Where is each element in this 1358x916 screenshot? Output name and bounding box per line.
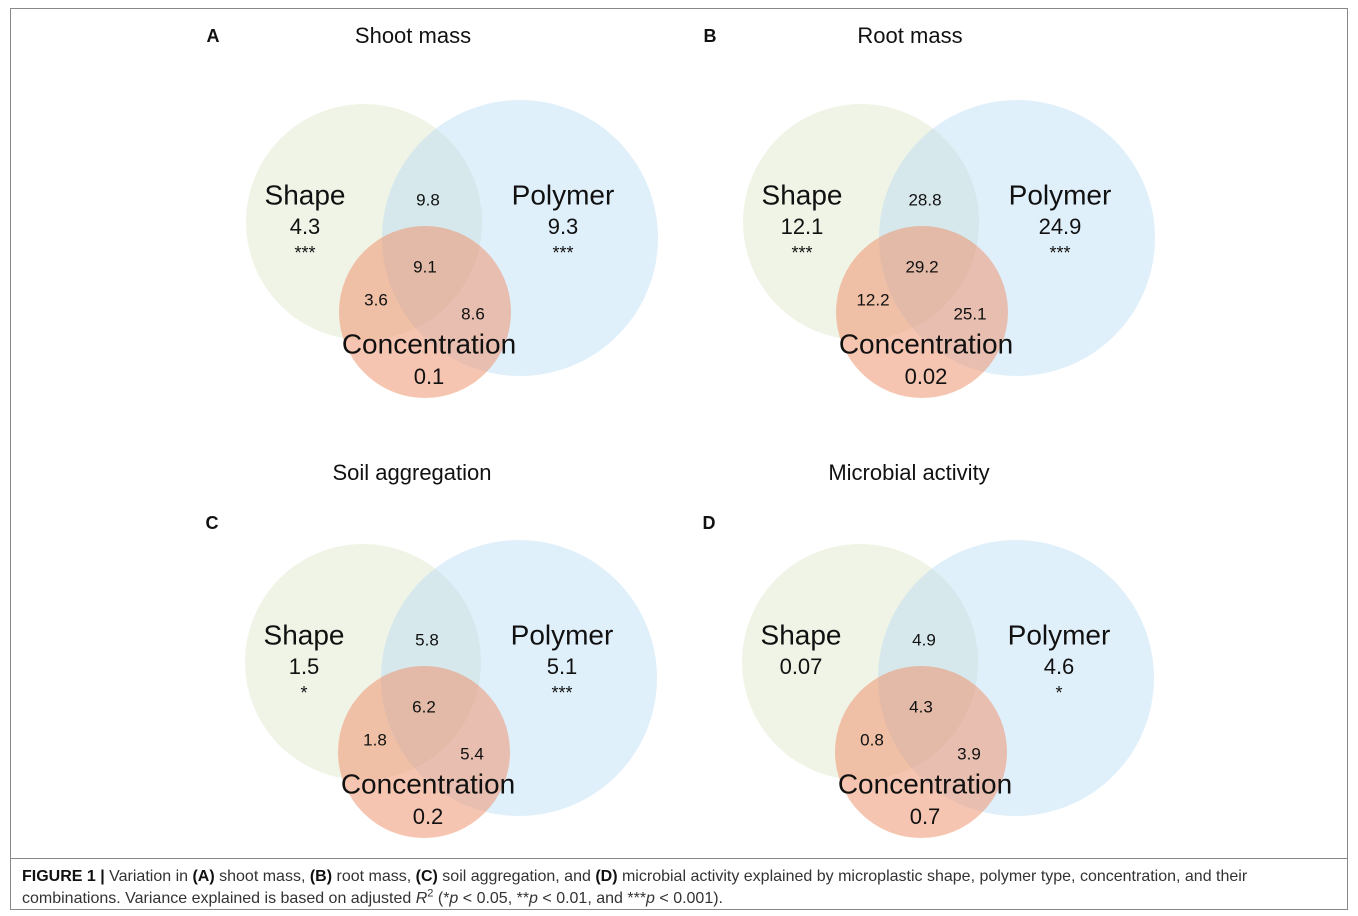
panel-letter: A	[207, 26, 220, 46]
panel-title: Root mass	[857, 23, 962, 48]
overlap-value: 3.6	[364, 290, 388, 309]
panel-title: Shoot mass	[355, 23, 471, 48]
set-name: Concentration	[838, 768, 1012, 799]
overlap-value: 29.2	[905, 257, 938, 276]
caption-run: 2	[427, 887, 434, 900]
caption-run: (D)	[595, 868, 618, 885]
caption-run: shoot mass,	[214, 868, 310, 885]
concentration-circle	[836, 226, 1008, 398]
set-name: Polymer	[1008, 619, 1111, 650]
set-value: 9.3	[548, 214, 579, 239]
set-value: 4.3	[290, 214, 321, 239]
caption-run: p	[646, 890, 655, 907]
panel-letter: B	[704, 26, 717, 46]
set-value: 0.1	[414, 364, 445, 389]
set-value: 0.7	[910, 804, 941, 829]
significance: *	[300, 683, 307, 703]
caption-run: Variation in	[104, 868, 193, 885]
set-value: 1.5	[289, 654, 320, 679]
caption-run: p	[449, 890, 459, 907]
set-value: 0.07	[780, 654, 823, 679]
set-name: Polymer	[1009, 179, 1112, 210]
overlap-value: 0.8	[860, 730, 884, 749]
overlap-value: 9.8	[416, 190, 440, 209]
significance: *	[1055, 683, 1062, 703]
caption-run: microbial activity explained by micropla…	[22, 868, 1248, 907]
set-name: Shape	[761, 619, 842, 650]
figure-frame	[10, 8, 1348, 910]
set-value: 5.1	[547, 654, 578, 679]
overlap-value: 25.1	[953, 304, 986, 323]
set-name: Concentration	[341, 768, 515, 799]
overlap-value: 1.8	[363, 730, 387, 749]
separator	[10, 858, 1348, 859]
overlap-value: 3.9	[957, 744, 981, 763]
caption-run: < 0.001).	[654, 890, 723, 907]
caption-run: R	[415, 890, 428, 907]
significance: ***	[1049, 243, 1070, 263]
caption-run: (B)	[309, 868, 333, 885]
set-value: 0.2	[413, 804, 444, 829]
set-name: Concentration	[342, 328, 516, 359]
significance: ***	[294, 243, 315, 263]
concentration-circle	[338, 666, 510, 838]
overlap-value: 6.2	[412, 697, 436, 716]
set-name: Concentration	[839, 328, 1013, 359]
overlap-value: 28.8	[908, 190, 941, 209]
panel-title: Soil aggregation	[332, 460, 491, 485]
set-name: Polymer	[511, 619, 614, 650]
caption-run: FIGURE 1 |	[22, 868, 105, 885]
caption-run: soil aggregation, and	[437, 868, 596, 885]
figure: A Shoot mass Shape 4.3 *** Polymer 9.3 *** Conce…	[206, 23, 1155, 838]
set-value: 4.6	[1044, 654, 1075, 679]
caption-run: (C)	[415, 868, 438, 885]
caption-run: (*	[433, 890, 450, 907]
caption-run: root mass,	[332, 868, 416, 885]
significance: ***	[551, 683, 572, 703]
overlap-value: 4.3	[909, 697, 933, 716]
overlap-value: 4.9	[912, 630, 936, 649]
panel-letter: C	[206, 513, 219, 533]
overlap-value: 8.6	[461, 304, 485, 323]
significance: ***	[552, 243, 573, 263]
caption-run: < 0.05, **	[458, 890, 530, 907]
set-name: Shape	[265, 179, 346, 210]
overlap-value: 9.1	[413, 257, 437, 276]
concentration-circle	[339, 226, 511, 398]
set-value: 24.9	[1039, 214, 1082, 239]
set-name: Polymer	[512, 179, 615, 210]
set-value: 0.02	[905, 364, 948, 389]
set-name: Shape	[264, 619, 345, 650]
panel-title: Microbial activity	[828, 460, 989, 485]
overlap-value: 5.4	[460, 744, 484, 763]
caption-run: < 0.01, and ***	[537, 890, 647, 907]
significance: ***	[791, 243, 812, 263]
caption: FIGURE 1 | Variation in (A) shoot mass, …	[22, 866, 1342, 910]
overlap-value: 12.2	[856, 290, 889, 309]
concentration-circle	[835, 666, 1007, 838]
set-value: 12.1	[781, 214, 824, 239]
caption-run: (A)	[192, 868, 215, 885]
caption-run: p	[529, 890, 538, 907]
set-name: Shape	[762, 179, 843, 210]
overlap-value: 5.8	[415, 630, 439, 649]
panel-letter: D	[703, 513, 716, 533]
